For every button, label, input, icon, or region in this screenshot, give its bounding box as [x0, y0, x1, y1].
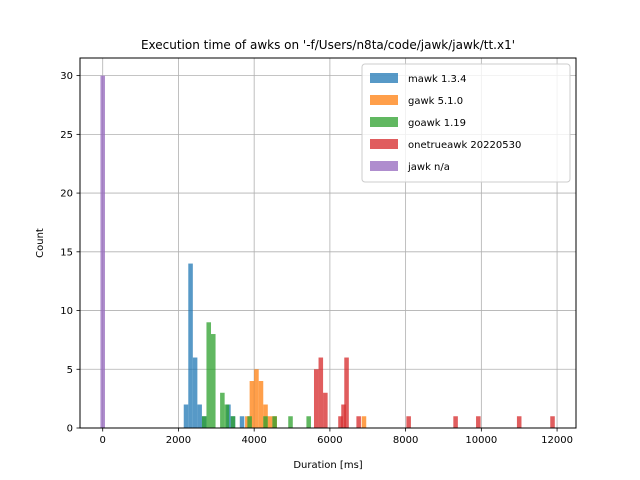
histogram-bar: [211, 334, 216, 428]
x-tick-label: 6000: [317, 435, 342, 446]
histogram-bar: [239, 416, 245, 428]
y-tick-label: 15: [60, 247, 73, 258]
x-tick-label: 4000: [241, 435, 266, 446]
legend-swatch: [370, 73, 398, 83]
histogram-bar: [306, 416, 311, 428]
histogram-bar: [258, 381, 264, 428]
histogram-bar: [344, 357, 349, 428]
y-tick-label: 20: [60, 189, 73, 200]
bars: [100, 75, 555, 428]
legend-swatch: [370, 117, 398, 127]
histogram-bar: [197, 404, 202, 428]
y-tick-label: 5: [67, 365, 73, 376]
series-2: [201, 322, 311, 428]
histogram-bar: [338, 416, 343, 428]
histogram-bar: [361, 416, 367, 428]
histogram-bar: [476, 416, 481, 428]
histogram-bar: [224, 404, 230, 428]
series-3: [313, 357, 555, 428]
y-tick-label: 10: [60, 306, 73, 317]
histogram-bar: [453, 416, 458, 428]
histogram-bar: [249, 381, 255, 428]
histogram-bar: [516, 416, 522, 428]
plot-frame: [79, 57, 577, 429]
histogram-bar: [247, 416, 252, 428]
legend-swatch: [370, 95, 398, 105]
histogram-bar: [318, 357, 324, 428]
x-tick-label: 8000: [393, 435, 418, 446]
chart-title: Execution time of awks on '-f/Users/n8ta…: [141, 38, 515, 52]
series-4: [100, 75, 105, 428]
histogram-bar: [100, 75, 105, 428]
x-axis-ticks: 0 2000 4000 6000 8000 10000 12000: [100, 428, 573, 446]
histogram-bar: [313, 369, 319, 428]
legend-label: gawk 5.1.0: [408, 96, 463, 107]
histogram-bar: [220, 392, 225, 428]
x-tick-label: 0: [100, 435, 106, 446]
legend-swatch: [370, 161, 398, 171]
histogram-bar: [192, 357, 198, 428]
y-axis-ticks: 0 5 10 15 20 25 30: [60, 71, 80, 435]
x-tick-label: 10000: [465, 435, 497, 446]
legend-box: [361, 63, 571, 183]
histogram-bar: [206, 322, 212, 428]
y-tick-label: 0: [67, 424, 73, 435]
histogram-bar: [263, 416, 268, 428]
x-tick-label: 2000: [166, 435, 191, 446]
histogram-bar: [201, 416, 207, 428]
histogram-bar: [288, 416, 293, 428]
y-tick-label: 30: [60, 71, 73, 82]
histogram-bar: [188, 263, 193, 428]
histogram-bar: [254, 369, 259, 428]
histogram-bar: [267, 416, 273, 428]
legend-swatch: [370, 139, 398, 149]
histogram-bar: [341, 404, 346, 428]
histogram-bar: [323, 392, 328, 428]
histogram-bar: [406, 416, 411, 428]
histogram-bar: [356, 416, 361, 428]
legend-label: jawk n/a: [407, 162, 450, 173]
histogram-bar: [183, 404, 189, 428]
legend-label: mawk 1.3.4: [408, 74, 466, 85]
y-tick-label: 25: [60, 130, 73, 141]
x-axis-label: Duration [ms]: [293, 460, 362, 471]
legend-label: goawk 1.19: [408, 118, 466, 129]
y-axis-label: Count: [35, 228, 46, 258]
x-tick-label: 12000: [541, 435, 573, 446]
histogram-bar: [230, 416, 236, 428]
histogram-bar: [550, 416, 555, 428]
legend-label: onetrueawk 20220530: [408, 140, 521, 151]
legend: mawk 1.3.4 gawk 5.1.0 goawk 1.19 onetrueawk…: [361, 63, 571, 183]
histogram-bar: [272, 416, 277, 428]
